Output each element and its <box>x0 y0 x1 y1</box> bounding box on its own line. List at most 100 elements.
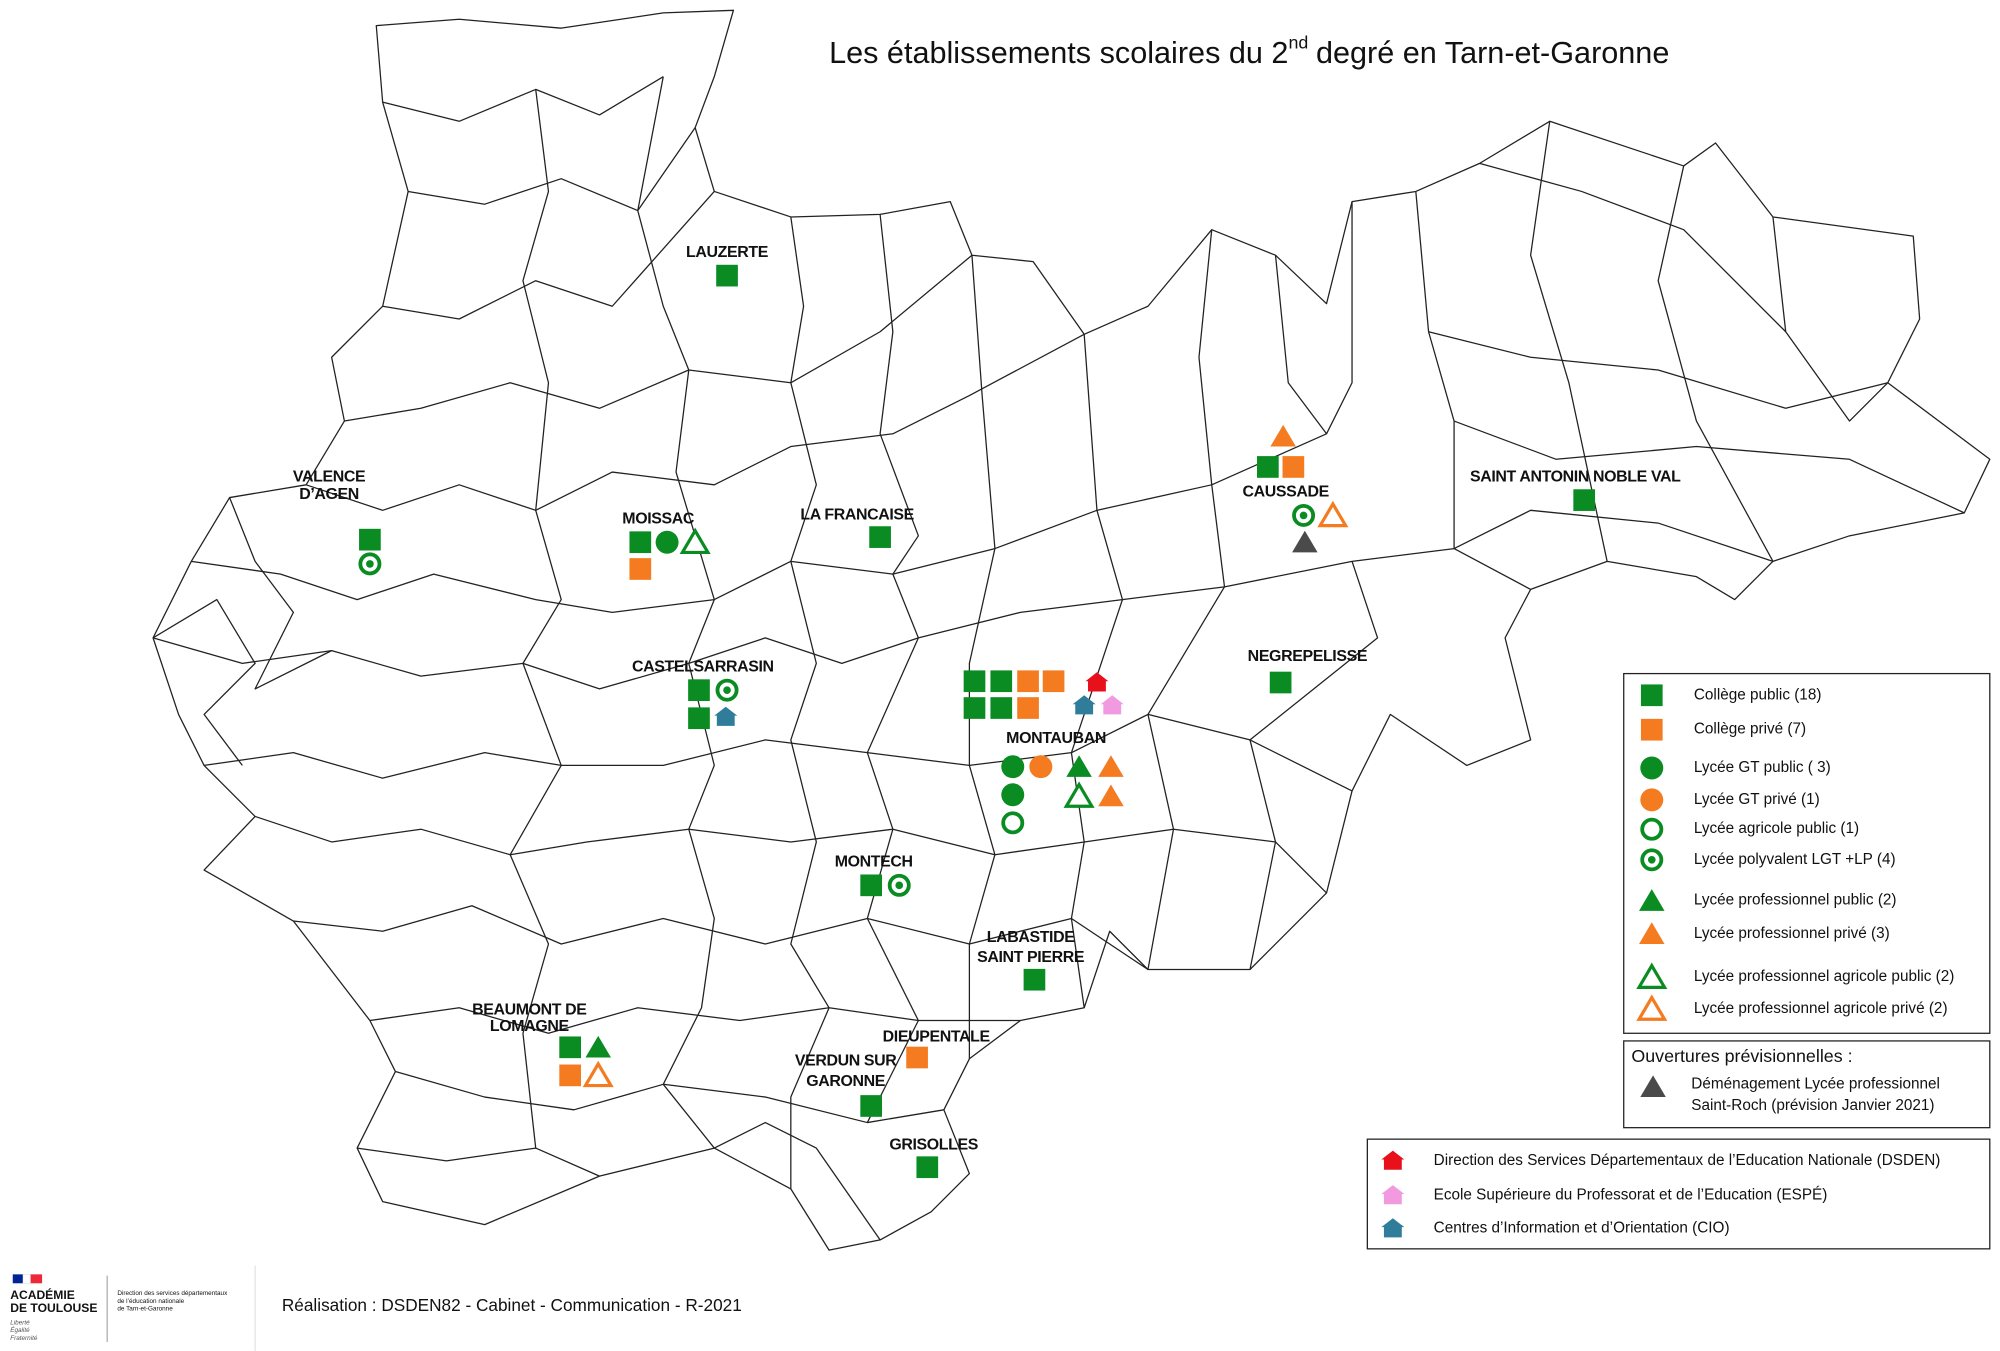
symbol-square <box>629 558 652 580</box>
department-name: de Tarn-et-Garonne <box>117 1305 173 1312</box>
town-label: MOISSAC <box>622 510 695 527</box>
map-title: Les établissements scolaires du 2nd degré… <box>829 32 1669 70</box>
town: DIEUPENTALE <box>883 1028 990 1069</box>
symbol-square <box>990 670 1013 693</box>
symbol-triangle <box>585 1035 611 1058</box>
legend-label: Lycée GT privé (1) <box>1694 791 1820 808</box>
title-rest: degré en Tarn-et-Garonne <box>1316 36 1669 70</box>
symbol-dot <box>1647 855 1656 864</box>
symbol-circle <box>1029 755 1053 779</box>
town: VERDUN SUR GARONNE <box>795 1053 898 1117</box>
symbol-circle <box>1001 755 1025 779</box>
town-label: VERDUN SUR <box>795 1053 897 1070</box>
department-name: Direction des services départementaux <box>117 1290 228 1297</box>
title-main: Les établissements scolaires du 2 <box>829 36 1288 70</box>
town-label: LABASTIDE <box>987 929 1075 946</box>
commune-boundary <box>305 333 1085 511</box>
legend-box <box>1623 672 1991 1034</box>
town-label: DIEUPENTALE <box>883 1028 990 1045</box>
symbol-triangle-outline <box>1636 994 1668 1021</box>
town-label: BEAUMONT DE <box>472 1002 586 1019</box>
symbol-square <box>869 526 891 548</box>
commune-boundary <box>369 1007 1021 1034</box>
commune-boundary <box>1428 331 1888 409</box>
commune-boundary <box>191 201 1353 613</box>
symbol-dot <box>723 686 731 694</box>
symbol-ring <box>1640 817 1664 841</box>
town-label: SAINT ANTONIN NOBLE VAL <box>1470 468 1681 485</box>
symbol-square <box>1042 670 1065 693</box>
logo-name: ACADÉMIE <box>10 1287 75 1302</box>
town-label: NEGREPELISSE <box>1248 648 1367 665</box>
symbol-square <box>1640 718 1663 741</box>
symbol-triangle <box>1292 530 1318 553</box>
commune-boundary <box>1249 561 1379 970</box>
symbol-square <box>963 697 986 719</box>
town-label: MONTAUBAN <box>1006 730 1106 747</box>
town-label: GRISOLLES <box>889 1137 978 1154</box>
symbol-square <box>716 264 738 287</box>
commune-boundary <box>382 76 664 122</box>
town: LA FRANCAISE <box>800 507 914 548</box>
town: MOISSAC <box>622 510 711 580</box>
symbol-square <box>559 1064 581 1087</box>
town: LABASTIDE SAINT PIERRE <box>977 929 1084 991</box>
commune-boundary <box>152 598 256 766</box>
commune-boundary <box>790 216 830 1189</box>
credit: Réalisation : DSDEN82 - Cabinet - Commun… <box>282 1295 742 1315</box>
symbol-house <box>1085 672 1109 692</box>
symbol-circle <box>1001 783 1025 807</box>
symbol-dot <box>1299 511 1308 520</box>
symbol-square <box>559 1036 581 1059</box>
openings-label: Déménagement Lycée professionnel <box>1691 1075 1940 1092</box>
symbol-square <box>906 1046 928 1069</box>
commune-boundary <box>293 905 1149 971</box>
services-label: Ecole Supérieure du Professorat et de l’… <box>1434 1186 1828 1203</box>
commune-boundary <box>228 497 332 690</box>
symbol-square <box>1017 670 1039 693</box>
commune-boundary <box>509 89 562 1149</box>
openings-box <box>1623 1040 1991 1129</box>
department-outline <box>152 9 1991 1251</box>
commune-boundary <box>1147 229 1226 970</box>
symbol-triangle <box>1639 889 1665 911</box>
commune-boundary <box>1274 255 1328 435</box>
services-label: Direction des Services Départementaux de… <box>1434 1152 1941 1169</box>
department-name: de l’éducation nationale <box>117 1298 184 1305</box>
commune-boundary <box>1415 191 1455 549</box>
services-label: Centres d’Information et d’Orientation (… <box>1434 1219 1730 1236</box>
commune-boundary <box>1070 334 1124 1008</box>
symbol-square <box>860 1095 883 1117</box>
commune-boundary <box>1453 509 1774 562</box>
commune-boundary <box>1657 165 1774 562</box>
symbol-square <box>629 531 652 554</box>
symbol-square <box>990 697 1013 719</box>
legend-label: Lycée GT public ( 3) <box>1694 759 1831 776</box>
symbol-triangle-outline <box>1636 962 1668 989</box>
legend-label: Lycée professionnel agricole public (2) <box>1694 968 1954 985</box>
commune-boundary <box>1772 216 1889 422</box>
symbol-square <box>359 528 381 551</box>
symbol-triangle-outline <box>679 527 711 555</box>
commune-boundary <box>357 1147 600 1177</box>
commune-boundary <box>382 191 715 320</box>
symbol-dot <box>366 560 374 568</box>
logo-motto: Liberté <box>10 1320 30 1327</box>
commune-boundary <box>344 254 973 422</box>
symbol-circle <box>1640 788 1664 812</box>
legend-label: Lycée professionnel public (2) <box>1694 892 1897 909</box>
commune-boundary <box>152 547 1531 690</box>
symbol-house <box>1381 1150 1405 1170</box>
commune-boundary <box>637 76 715 1149</box>
symbol-square <box>1573 489 1596 511</box>
legend-label: Collège privé (7) <box>1694 721 1806 738</box>
flag-red <box>30 1274 43 1284</box>
symbol-square <box>860 874 883 897</box>
logo-motto: Fraternité <box>10 1335 38 1342</box>
symbol-square <box>1257 456 1279 478</box>
